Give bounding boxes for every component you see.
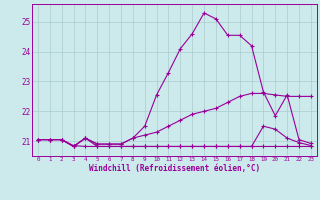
X-axis label: Windchill (Refroidissement éolien,°C): Windchill (Refroidissement éolien,°C) — [89, 164, 260, 173]
